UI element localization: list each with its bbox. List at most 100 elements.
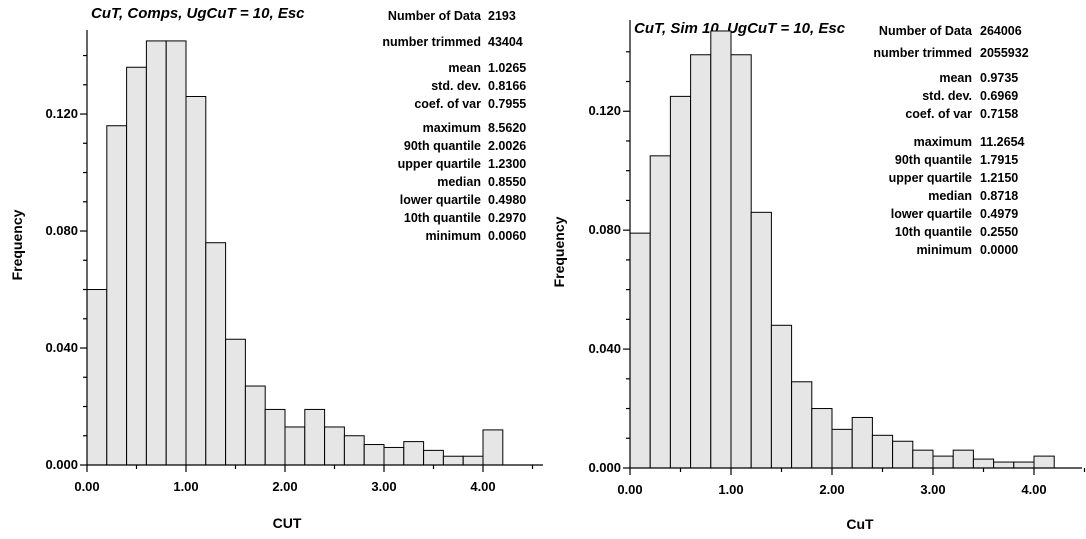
- stat-label: number trimmed: [382, 35, 481, 49]
- histogram-bar: [443, 456, 463, 465]
- histogram-bar: [226, 339, 246, 465]
- histogram-bar: [893, 441, 913, 468]
- stat-value: 264006: [980, 24, 1022, 38]
- stat-value: 0.7955: [488, 97, 526, 111]
- stat-label: std. dev.: [431, 79, 481, 93]
- y-tick-label: 0.040: [588, 341, 621, 356]
- stat-label: coef. of var: [905, 107, 972, 121]
- stat-value: 0.6969: [980, 89, 1018, 103]
- stat-value: 8.5620: [488, 121, 526, 135]
- histogram-bar: [994, 462, 1014, 468]
- stat-label: 90th quantile: [895, 153, 972, 167]
- histogram-bar: [166, 41, 186, 465]
- stat-value: 0.4980: [488, 193, 526, 207]
- stat-value: 0.8166: [488, 79, 526, 93]
- histogram-bar: [325, 427, 345, 465]
- histogram-bar: [650, 156, 670, 468]
- stat-label: upper quartile: [398, 157, 481, 171]
- histogram-bar: [483, 430, 503, 465]
- histogram-bar: [913, 450, 933, 468]
- histogram-bar: [384, 447, 404, 465]
- stat-value: 2193: [488, 9, 516, 23]
- plot-area: 0.00 1.00 2.00 3.00 4.00 0.000 0.040 0.080 0.120…: [45, 9, 543, 494]
- stat-label: lower quartile: [891, 207, 972, 221]
- y-tick-label: 0.080: [588, 222, 621, 237]
- y-tick-label: 0.120: [588, 103, 621, 118]
- x-axis-label: CUT: [273, 515, 302, 531]
- x-tick-label: 4.00: [1021, 482, 1046, 497]
- plot-area: 0.00 1.00 2.00 3.00 4.00 0.000 0.040 0.080 0.120…: [588, 20, 1084, 497]
- y-tick-label: 0.120: [45, 106, 78, 121]
- stat-label: 10th quantile: [404, 211, 481, 225]
- stat-label: mean: [939, 71, 972, 85]
- x-tick-label: 0.00: [617, 482, 642, 497]
- histogram-bar: [424, 450, 444, 465]
- histogram-bar: [107, 126, 127, 465]
- stat-value: 0.8718: [980, 189, 1018, 203]
- histogram-bar: [344, 436, 364, 465]
- chart-left: CuT, Comps, UgCuT = 10, Esc Frequency CU…: [9, 5, 543, 531]
- histogram-bar: [852, 417, 872, 468]
- stat-label: upper quartile: [889, 171, 972, 185]
- histogram-bar: [265, 409, 285, 465]
- stat-label: 10th quantile: [895, 225, 972, 239]
- x-tick-label: 2.00: [819, 482, 844, 497]
- stat-label: maximum: [423, 121, 481, 135]
- y-tick-label: 0.040: [45, 340, 78, 355]
- stat-label: lower quartile: [400, 193, 481, 207]
- histogram-bar: [404, 442, 424, 465]
- y-axis-label: Frequency: [551, 216, 567, 287]
- stat-label: minimum: [425, 229, 481, 243]
- histogram-bar: [1034, 456, 1054, 468]
- x-tick-label: 3.00: [920, 482, 945, 497]
- histogram-bar: [245, 386, 265, 465]
- stat-value: 0.0060: [488, 229, 526, 243]
- stat-label: std. dev.: [922, 89, 972, 103]
- histogram-bar: [630, 233, 650, 468]
- stat-label: 90th quantile: [404, 139, 481, 153]
- histogram-bar: [832, 429, 852, 468]
- stat-label: Number of Data: [388, 9, 482, 23]
- stat-value: 1.7915: [980, 153, 1018, 167]
- histogram-bar: [186, 96, 206, 465]
- stat-value: 0.2550: [980, 225, 1018, 239]
- stat-label: median: [437, 175, 481, 189]
- stat-label: minimum: [916, 243, 972, 257]
- stat-label: Number of Data: [879, 24, 973, 38]
- histogram-bar: [771, 325, 791, 468]
- chart-right: CuT, Sim 10, UgCuT = 10, Esc Frequency C…: [551, 20, 1085, 532]
- histogram-bar: [792, 382, 812, 468]
- x-tick-label: 0.00: [74, 479, 99, 494]
- stat-value: 0.2970: [488, 211, 526, 225]
- stat-value: 2.0026: [488, 139, 526, 153]
- histogram-bar: [364, 445, 384, 465]
- stat-value: 0.7158: [980, 107, 1018, 121]
- histogram-bar: [463, 456, 483, 465]
- stat-value: 0.0000: [980, 243, 1018, 257]
- y-tick-label: 0.000: [45, 457, 78, 472]
- histogram-bar: [670, 96, 690, 468]
- x-tick-label: 1.00: [173, 479, 198, 494]
- histogram-bar: [285, 427, 305, 465]
- stat-value: 1.2150: [980, 171, 1018, 185]
- x-tick-label: 1.00: [718, 482, 743, 497]
- histogram-bar: [1014, 462, 1034, 468]
- stat-value: 1.0265: [488, 61, 526, 75]
- stat-value: 0.8550: [488, 175, 526, 189]
- stat-label: maximum: [914, 135, 972, 149]
- stat-label: mean: [448, 61, 481, 75]
- chart-title: CuT, Sim 10, UgCuT = 10, Esc: [634, 20, 846, 37]
- histogram-bar: [933, 456, 953, 468]
- histogram-bar: [305, 409, 325, 465]
- stat-value: 1.2300: [488, 157, 526, 171]
- y-tick-label: 0.080: [45, 223, 78, 238]
- stat-value: 43404: [488, 35, 523, 49]
- histogram-bar: [872, 435, 892, 468]
- histogram-bar: [146, 41, 166, 465]
- x-tick-label: 3.00: [371, 479, 396, 494]
- histogram-bar: [731, 55, 751, 468]
- histogram-bar: [711, 31, 731, 468]
- histogram-bar: [87, 290, 107, 465]
- histogram-bar: [127, 67, 147, 465]
